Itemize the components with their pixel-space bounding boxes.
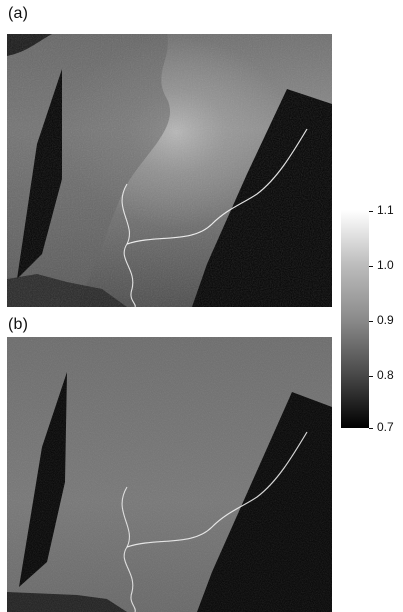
colorbar-tick-1-1 (369, 211, 373, 212)
colorbar-tick-1-0 (369, 266, 373, 267)
colorbar-label-0-8: 0.8 (377, 368, 394, 382)
panel-b-image (7, 337, 332, 612)
colorbar-tick-0-8 (369, 376, 373, 377)
colorbar-tick-0-9 (369, 321, 373, 322)
panel-a-image (7, 34, 332, 307)
colorbar-label-1-0: 1.0 (377, 258, 394, 272)
panel-a-label: (a) (8, 5, 29, 22)
panel-b-texture (7, 337, 332, 612)
panel-b-label: (b) (8, 316, 29, 333)
colorbar-label-1-1: 1.1 (377, 203, 394, 217)
colorbar-label-0-9: 0.9 (377, 313, 394, 327)
colorbar-tick-0-7 (369, 428, 373, 429)
panel-a-texture (7, 34, 332, 307)
panel-a-svg (7, 34, 332, 307)
panel-b-svg (7, 337, 332, 612)
colorbar-label-0-7: 0.7 (377, 420, 394, 434)
colorbar (341, 210, 369, 428)
